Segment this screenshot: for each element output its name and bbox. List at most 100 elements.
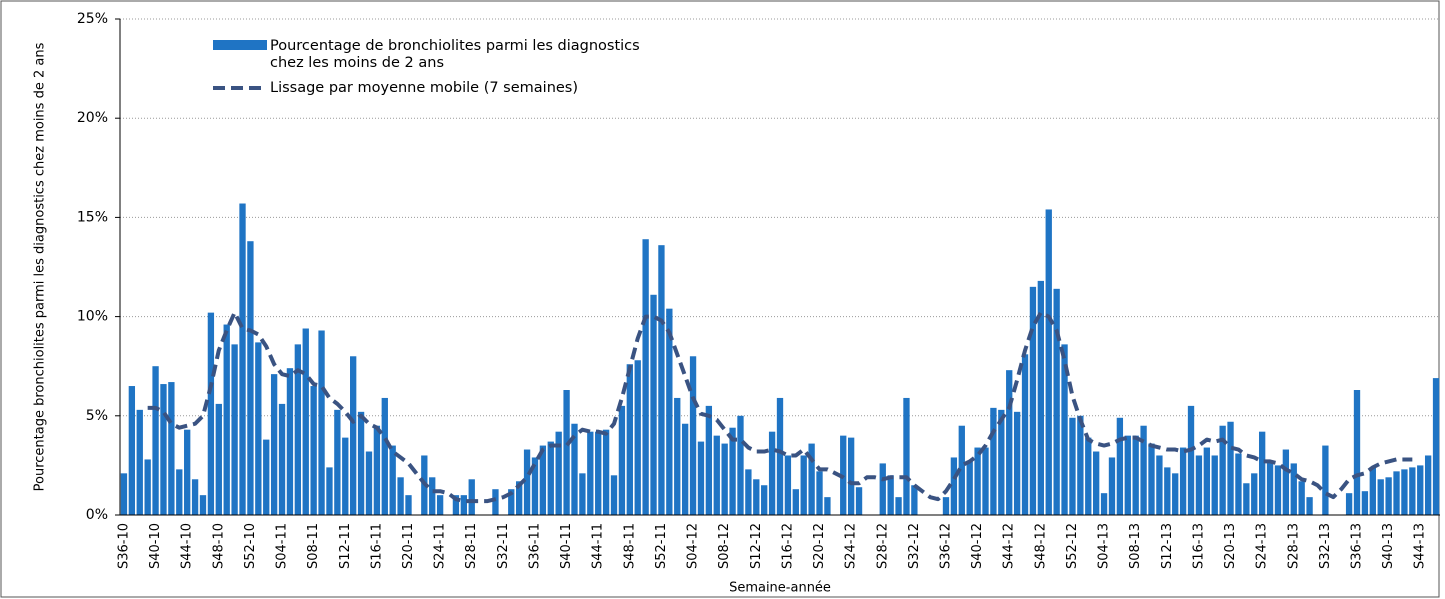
x-tick-label: S20-13 (1223, 523, 1238, 569)
bar (705, 405, 713, 515)
bar (990, 407, 997, 515)
bar (1195, 455, 1203, 515)
x-tick-label: S20-11 (401, 523, 416, 569)
x-tick-label: S04-12 (686, 523, 701, 569)
bar (895, 497, 902, 515)
bar (745, 469, 752, 515)
bar (302, 328, 309, 515)
bar (1235, 453, 1242, 515)
bar (531, 457, 539, 515)
bar (595, 431, 602, 515)
bar (223, 324, 230, 515)
bar (436, 495, 444, 515)
x-tick-label: S32-13 (1318, 523, 1333, 569)
bar (1243, 483, 1250, 515)
bar (713, 435, 720, 515)
bar (911, 485, 918, 515)
x-axis-title: Semaine-année (729, 581, 831, 596)
x-tick-label: S12-12 (749, 523, 764, 569)
bar (176, 469, 183, 515)
bar (286, 368, 294, 515)
y-tick-label: 5% (86, 408, 108, 424)
bar (950, 457, 958, 515)
bar (492, 489, 499, 515)
x-tick-label: S36-11 (527, 523, 542, 569)
x-tick-label: S52-12 (1065, 523, 1080, 569)
bar (1211, 455, 1218, 515)
bar (539, 445, 547, 515)
x-tick-label: S12-11 (338, 523, 353, 569)
bar (1251, 473, 1258, 515)
bar (373, 425, 381, 515)
x-tick-label: S24-11 (433, 523, 448, 569)
bar (199, 495, 207, 515)
bar (270, 374, 278, 515)
bar (1006, 370, 1013, 515)
bar (1053, 288, 1060, 515)
bar (753, 479, 760, 515)
bar (1282, 449, 1290, 515)
x-tick-label: S16-13 (1191, 523, 1206, 569)
bar (998, 409, 1005, 515)
bar (697, 441, 705, 515)
x-tick-label: S44-10 (180, 523, 195, 569)
y-tick-label: 20% (77, 110, 108, 126)
bar (350, 356, 357, 515)
x-tick-label: S08-13 (1128, 523, 1143, 569)
bar (263, 439, 270, 515)
bar (610, 475, 618, 515)
bar (397, 477, 404, 515)
bar (239, 203, 246, 515)
bar (974, 447, 981, 515)
bar (152, 366, 159, 515)
x-tick-label: S04-13 (1097, 523, 1112, 569)
bar (1187, 405, 1195, 515)
x-tick-label: S08-12 (717, 523, 732, 569)
bar (768, 431, 776, 515)
bar (468, 479, 475, 515)
bar (508, 489, 515, 515)
bar (761, 485, 768, 515)
bar (1164, 467, 1171, 515)
x-tick-label: S52-10 (243, 523, 258, 569)
x-tick-label: S24-13 (1255, 523, 1270, 569)
bar (1361, 491, 1369, 515)
bar (982, 447, 989, 515)
bar (642, 239, 649, 515)
bar (1274, 465, 1282, 515)
bar (855, 487, 863, 515)
bar (792, 489, 799, 515)
smoothing-line (147, 310, 1413, 504)
bar (808, 443, 815, 515)
bar (666, 308, 673, 515)
x-tick-label: S28-12 (875, 523, 890, 569)
bar (429, 477, 436, 515)
bar (721, 443, 728, 515)
x-tick-label: S36-10 (116, 523, 131, 569)
x-tick-label: S08-11 (306, 523, 321, 569)
bar (1132, 435, 1139, 515)
bar (942, 497, 950, 515)
bar (776, 397, 784, 515)
bar (191, 479, 199, 515)
bar (1203, 447, 1210, 515)
x-tick-label: S28-11 (464, 523, 479, 569)
y-tick-label: 25% (77, 11, 108, 27)
bar (587, 431, 594, 515)
bar (847, 437, 855, 515)
bar (460, 495, 467, 515)
bar (207, 312, 215, 515)
bar (958, 425, 965, 515)
y-tick-label: 0% (86, 507, 108, 523)
bar (571, 423, 578, 515)
bar (357, 411, 365, 515)
bar (800, 455, 807, 515)
bar (626, 364, 633, 515)
bar (1290, 463, 1297, 515)
x-tick-label: S36-12 (938, 523, 953, 569)
bar (128, 386, 136, 515)
bar (634, 360, 641, 515)
bar (1179, 447, 1187, 515)
bar (1393, 471, 1400, 515)
